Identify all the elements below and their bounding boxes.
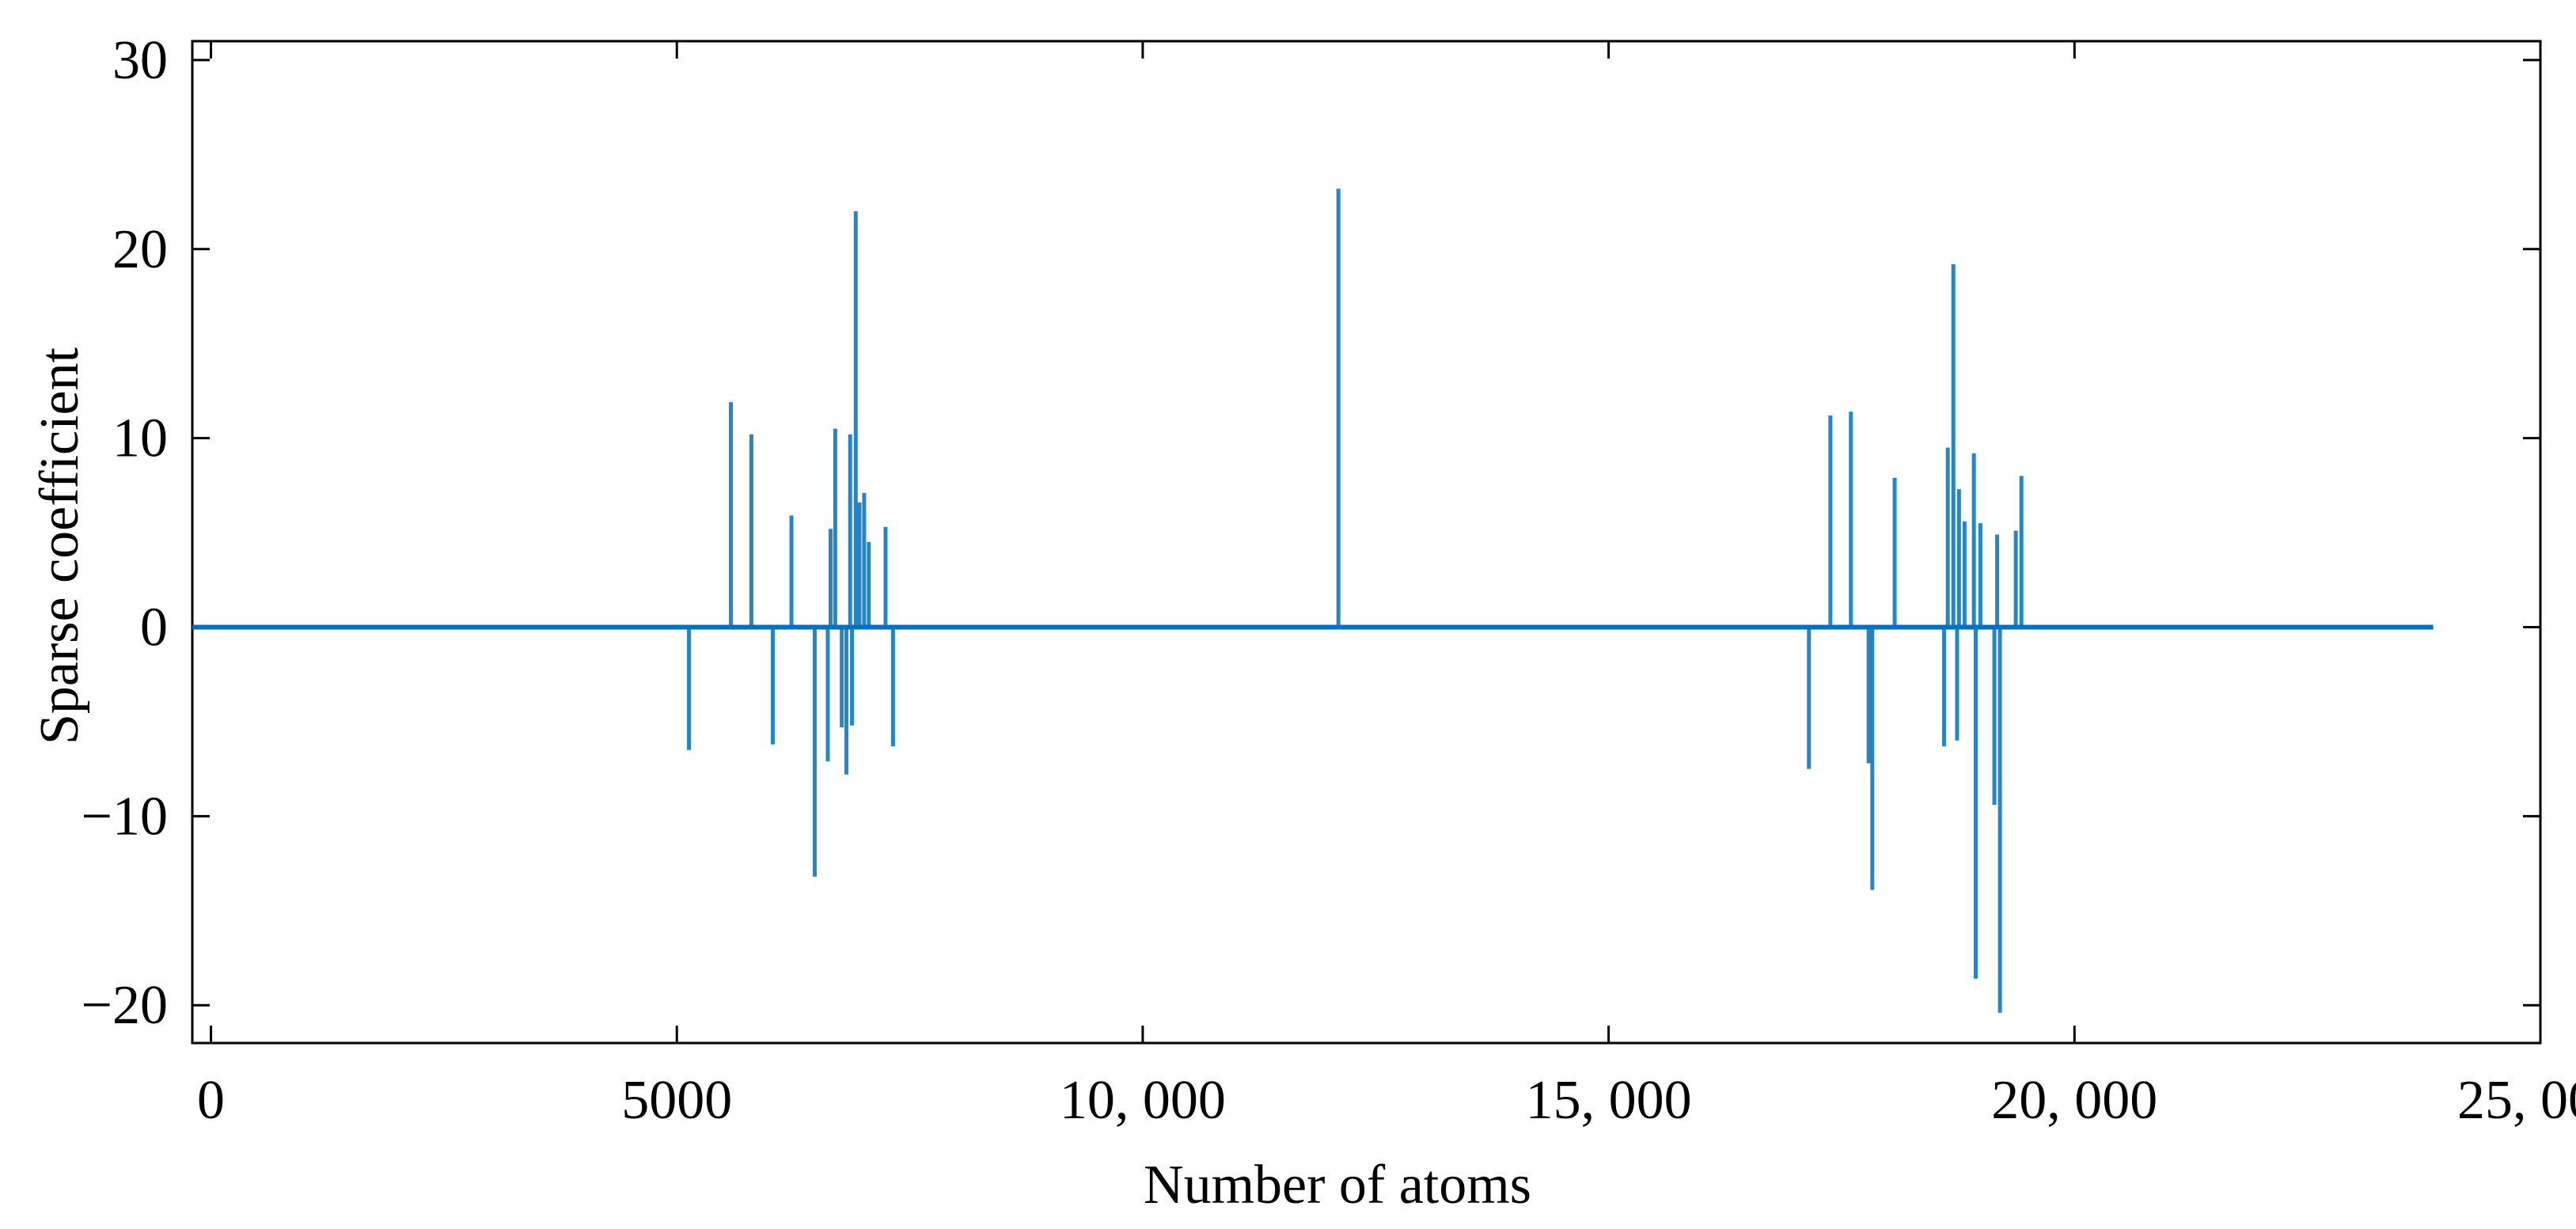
plot-frame: [191, 40, 2542, 1045]
y-tick-label: 0: [140, 597, 168, 658]
x-axis-title: Number of atoms: [1144, 1155, 1531, 1216]
y-tick-label: 20: [112, 219, 168, 280]
y-tick-label: −20: [82, 975, 168, 1036]
x-tick-label: 10, 000: [1060, 1070, 1226, 1131]
x-tick-label: 20, 000: [1991, 1070, 2157, 1131]
x-axis-ticks: 0 5000 10, 000 15, 000 20, 000 25, 000: [197, 41, 2576, 1131]
x-tick-label: 0: [197, 1070, 225, 1131]
y-tick-label: 30: [112, 30, 168, 91]
x-tick-label: 5000: [621, 1070, 732, 1131]
x-tick-label: 15, 000: [1526, 1070, 1692, 1131]
data-series: [192, 188, 2434, 1013]
x-tick-label: 25, 000: [2457, 1070, 2576, 1131]
plot-area: [191, 40, 2542, 1045]
y-axis-title: Sparse coefficient: [29, 347, 90, 745]
y-tick-label: −10: [82, 786, 168, 847]
y-tick-label: 10: [112, 408, 168, 469]
y-axis-ticks: 30 20 10 0 −10 −20: [82, 30, 2540, 1036]
